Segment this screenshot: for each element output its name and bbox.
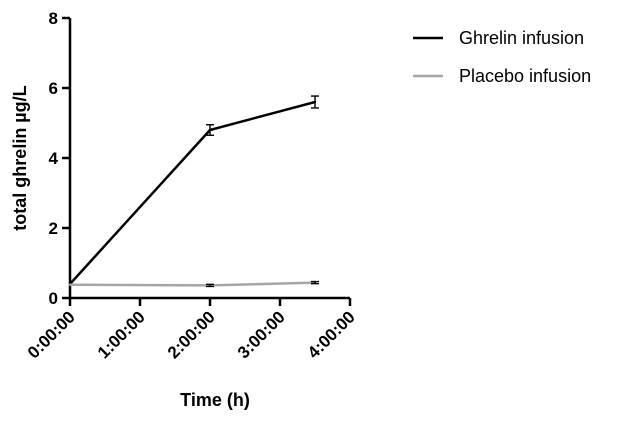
error-bar	[311, 95, 319, 109]
series-layer	[68, 95, 319, 288]
y-tick-label: 2	[49, 219, 58, 238]
axes: 0 2 4 6 8 0:00:00 1:00:00 2:00:00 3:00:00 4:00:00	[24, 9, 359, 362]
y-tick-label: 0	[49, 289, 58, 308]
series-ghrelin	[68, 95, 319, 286]
legend-label: Placebo infusion	[459, 66, 591, 86]
legend-label: Ghrelin infusion	[459, 28, 584, 48]
y-tick-label: 6	[49, 79, 58, 98]
series-line	[69, 100, 316, 285]
data-point	[68, 283, 72, 286]
legend-item: Ghrelin infusion	[413, 28, 584, 48]
y-tick-label: 4	[49, 149, 59, 168]
error-bar	[206, 283, 214, 288]
error-bar	[206, 124, 214, 136]
x-tick-label: 2:00:00	[164, 307, 219, 362]
x-tick-label: 4:00:00	[304, 307, 359, 362]
series-placebo	[68, 280, 319, 288]
series-line	[69, 281, 316, 287]
x-axis-label: Time (h)	[180, 390, 250, 410]
legend: Ghrelin infusion Placebo infusion	[413, 28, 591, 86]
x-tick-label: 0:00:00	[24, 307, 79, 362]
x-tick-label: 3:00:00	[234, 307, 289, 362]
legend-item: Placebo infusion	[413, 66, 591, 86]
error-bar	[311, 280, 319, 285]
y-tick-label: 8	[49, 9, 58, 28]
y-axis-label: total ghrelin µg/L	[10, 85, 30, 230]
x-tick-label: 1:00:00	[94, 307, 149, 362]
